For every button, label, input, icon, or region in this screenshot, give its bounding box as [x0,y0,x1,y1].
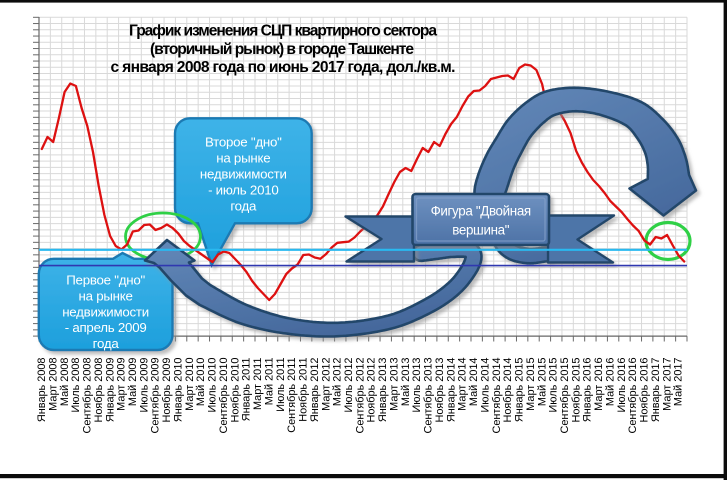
svg-text:- июль 2010: - июль 2010 [208,183,278,198]
svg-text:Март 2010: Март 2010 [184,358,196,411]
svg-text:Март 2017: Март 2017 [661,358,673,411]
svg-text:Сентябрь 2014: Сентябрь 2014 [491,358,503,434]
svg-text:Сентябрь 2009: Сентябрь 2009 [150,358,162,434]
svg-text:Май 2016: Май 2016 [604,358,616,407]
svg-text:Сентябрь 2011: Сентябрь 2011 [286,358,298,433]
svg-text:Июль 2016: Июль 2016 [616,358,628,413]
svg-text:Фигура "Двойная: Фигура "Двойная [431,204,531,219]
svg-text:Сентябрь 2008: Сентябрь 2008 [82,358,94,434]
svg-text:на рынке: на рынке [216,151,270,166]
svg-text:Январь 2011: Январь 2011 [241,358,253,422]
svg-text:Май 2009: Май 2009 [127,358,139,407]
svg-text:Ноябрь 2014: Ноябрь 2014 [502,358,514,423]
svg-text:Июль 2014: Июль 2014 [479,358,491,413]
svg-text:Второе "дно": Второе "дно" [205,135,282,150]
svg-text:Март 2013: Март 2013 [388,358,400,411]
svg-text:Май 2015: Май 2015 [536,358,548,407]
svg-text:недвижимости: недвижимости [200,167,287,182]
svg-text:Март 2012: Март 2012 [320,358,332,411]
svg-text:Ноябрь 2016: Ноябрь 2016 [639,358,651,423]
svg-text:- апрель 2009: - апрель 2009 [65,320,147,335]
svg-text:Май 2014: Май 2014 [468,358,480,407]
svg-text:Январь 2017: Январь 2017 [650,358,662,423]
svg-text:Ноябрь 2015: Ноябрь 2015 [570,358,582,423]
svg-text:Июль 2010: Июль 2010 [207,358,219,413]
svg-text:Июль 2013: Июль 2013 [411,358,423,413]
svg-text:График изменения СЦП квартирно: График изменения СЦП квартирного сектора [129,23,437,40]
svg-text:вершина": вершина" [452,223,509,238]
svg-text:Март 2016: Март 2016 [593,358,605,411]
svg-text:Январь 2012: Январь 2012 [309,358,321,423]
svg-text:Май 2008: Май 2008 [59,358,71,407]
svg-text:Сентябрь 2012: Сентябрь 2012 [354,358,366,434]
svg-text:Январь 2013: Январь 2013 [377,358,389,423]
svg-text:Март 2009: Март 2009 [116,358,128,411]
svg-text:года: года [93,336,120,351]
svg-text:Сентябрь 2016: Сентябрь 2016 [627,358,639,434]
svg-text:Ноябрь 2010: Ноябрь 2010 [229,358,241,423]
svg-text:Март 2008: Март 2008 [47,358,59,411]
svg-text:Январь 2008: Январь 2008 [36,358,48,423]
svg-text:с января 2008 года по июнь 201: с января 2008 года по июнь 2017 года, до… [111,59,456,76]
svg-text:Март 2014: Март 2014 [457,358,469,411]
svg-text:(вторичный рынок) в городе Таш: (вторичный рынок) в городе Ташкенте [150,41,414,58]
svg-text:Май 2010: Май 2010 [195,358,207,407]
svg-text:Март 2015: Март 2015 [525,358,537,411]
svg-text:Ноябрь 2009: Ноябрь 2009 [161,358,173,423]
svg-text:Сентябрь 2013: Сентябрь 2013 [423,358,435,434]
svg-text:Январь 2009: Январь 2009 [104,358,116,423]
svg-text:недвижимости: недвижимости [62,304,149,319]
svg-text:Сентябрь 2015: Сентябрь 2015 [559,358,571,434]
svg-text:года: года [230,199,257,214]
svg-text:Май 2017: Май 2017 [673,358,685,407]
svg-text:Май 2011: Май 2011 [263,358,275,406]
svg-text:Июль 2011: Июль 2011 [275,358,287,412]
svg-text:Июль 2009: Июль 2009 [138,358,150,413]
svg-text:Июль 2008: Июль 2008 [70,358,82,413]
svg-text:Март 2011: Март 2011 [252,358,264,411]
svg-text:на рынке: на рынке [79,288,133,303]
svg-text:Май 2012: Май 2012 [332,358,344,407]
svg-text:Ноябрь 2011: Ноябрь 2011 [298,358,310,422]
svg-text:Май 2013: Май 2013 [400,358,412,407]
svg-text:Ноябрь 2012: Ноябрь 2012 [366,358,378,423]
svg-text:Июль 2012: Июль 2012 [343,358,355,413]
svg-text:Июль 2015: Июль 2015 [548,358,560,413]
svg-text:Январь 2016: Январь 2016 [582,358,594,423]
svg-text:Первое "дно": Первое "дно" [66,273,145,288]
svg-text:Сентябрь 2010: Сентябрь 2010 [218,358,230,434]
svg-text:Январь 2015: Январь 2015 [514,358,526,423]
svg-text:Ноябрь 2008: Ноябрь 2008 [93,358,105,423]
svg-text:Январь 2010: Январь 2010 [172,358,184,423]
svg-text:Ноябрь 2013: Ноябрь 2013 [434,358,446,423]
svg-text:Январь 2014: Январь 2014 [445,358,457,423]
